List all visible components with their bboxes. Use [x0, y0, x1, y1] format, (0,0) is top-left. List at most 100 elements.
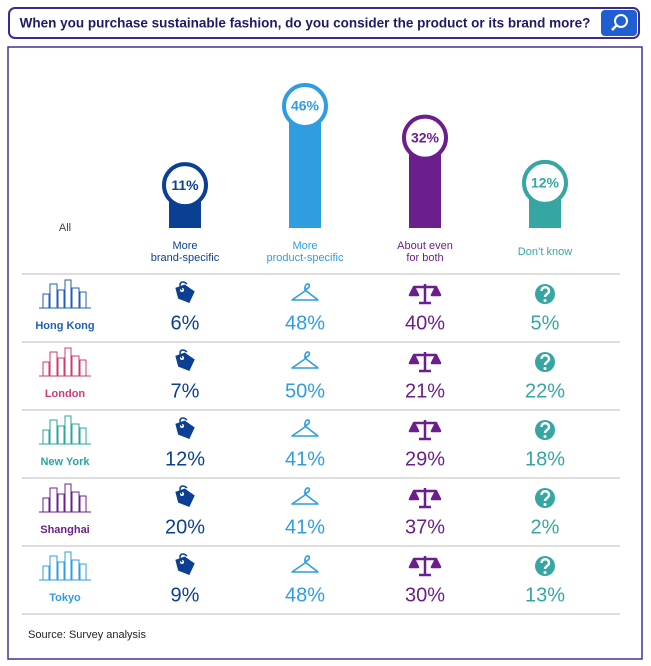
question-circle	[535, 352, 555, 372]
scales-icon	[408, 284, 442, 305]
question-icon	[535, 352, 555, 372]
question-dot	[543, 367, 547, 370]
tag-string	[179, 553, 188, 563]
cell-value: 48%	[285, 584, 325, 606]
cell-value: 30%	[405, 584, 445, 606]
bar-head	[162, 162, 208, 209]
panel	[7, 46, 643, 660]
scales	[408, 352, 442, 373]
tag-string	[179, 417, 188, 427]
category-label: More product-specific	[266, 240, 344, 264]
hanger	[291, 351, 319, 369]
city-label: Tokyo	[49, 592, 81, 604]
cell-value: 6%	[171, 312, 200, 334]
value-label: 12%	[531, 175, 560, 191]
question-icon	[535, 488, 555, 508]
hanger-icon	[291, 487, 319, 505]
cell-value: 2%	[531, 516, 560, 538]
cell-value: 22%	[525, 380, 565, 402]
question-mark	[540, 286, 551, 298]
search-bar	[8, 7, 640, 39]
cell-value: 37%	[405, 516, 445, 538]
source: Source: Survey analysis	[28, 629, 146, 641]
city-label: New York	[40, 456, 90, 468]
cell-value: 21%	[405, 380, 445, 402]
city-label: Shanghai	[40, 524, 90, 536]
question-circle	[535, 488, 555, 508]
cell-value: 12%	[165, 448, 205, 470]
tag-icon	[175, 417, 195, 440]
cell-value: 40%	[405, 312, 445, 334]
hanger-icon	[291, 419, 319, 437]
bar-head	[402, 114, 448, 161]
city-skyline	[39, 483, 91, 513]
question-mark	[540, 490, 551, 502]
tag-string	[179, 349, 188, 359]
category-label: Don’t know	[517, 246, 573, 258]
scales	[408, 556, 442, 577]
question-icon	[535, 556, 555, 576]
tag-icon	[175, 485, 195, 508]
tag-icon	[175, 349, 195, 372]
scales-icon	[408, 488, 442, 509]
cell-value: 41%	[285, 516, 325, 538]
hanger	[291, 419, 319, 437]
scales-icon	[408, 420, 442, 441]
hanger-icon	[291, 555, 319, 573]
question-circle	[535, 556, 555, 576]
hanger	[291, 283, 319, 301]
scales	[408, 488, 442, 509]
tag-icon	[175, 281, 195, 304]
hanger-icon	[291, 351, 319, 369]
question: When you purchase sustainable fashion, d…	[20, 16, 591, 31]
question-dot	[543, 571, 547, 574]
hanger	[291, 487, 319, 505]
row-label: All	[59, 222, 71, 234]
city-skyline	[39, 415, 91, 445]
value-label: 32%	[411, 129, 440, 145]
search-button[interactable]	[601, 10, 637, 36]
question-circle	[535, 420, 555, 440]
city-skyline	[39, 279, 91, 309]
question-mark	[540, 354, 551, 366]
question-icon	[535, 284, 555, 304]
bar-head	[522, 159, 568, 206]
cell-value: 7%	[171, 380, 200, 402]
category-label: More brand-specific	[150, 240, 220, 264]
cell-value: 41%	[285, 448, 325, 470]
city-skyline	[39, 551, 91, 581]
question-icon	[535, 420, 555, 440]
hanger	[291, 555, 319, 573]
cell-value: 13%	[525, 584, 565, 606]
question-circle	[535, 284, 555, 304]
question-mark	[540, 558, 551, 570]
cell-value: 48%	[285, 312, 325, 334]
scales-icon	[408, 352, 442, 373]
scales-icon	[408, 556, 442, 577]
question-mark	[540, 422, 551, 434]
category-label: About even for both	[397, 240, 453, 264]
question-dot	[543, 299, 547, 302]
city-label: London	[45, 388, 86, 400]
scales	[408, 284, 442, 305]
hanger-icon	[291, 283, 319, 301]
value-label: 46%	[291, 98, 320, 114]
cell-value: 5%	[531, 312, 560, 334]
question-dot	[543, 435, 547, 438]
bar-head	[282, 83, 328, 130]
cell-value: 9%	[171, 584, 200, 606]
value-label: 11%	[171, 177, 199, 193]
cell-value: 20%	[165, 516, 205, 538]
tag-string	[179, 281, 188, 291]
tag-icon	[175, 553, 195, 576]
city-label: Hong Kong	[35, 320, 94, 332]
tag-string	[179, 485, 188, 495]
cell-value: 29%	[405, 448, 445, 470]
cell-value: 18%	[525, 448, 565, 470]
scales	[408, 420, 442, 441]
city-skyline	[39, 347, 91, 377]
question-dot	[543, 503, 547, 506]
cell-value: 50%	[285, 380, 325, 402]
